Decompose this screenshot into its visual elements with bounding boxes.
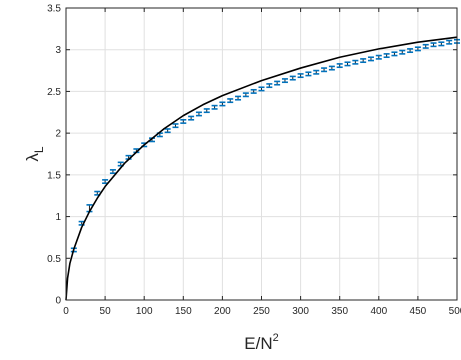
data-point xyxy=(258,86,265,92)
x-tick-label: 0 xyxy=(63,306,69,317)
data-point xyxy=(109,169,116,174)
fit-curve-series xyxy=(65,36,458,301)
y-tick-label: 3 xyxy=(55,45,61,56)
data-point xyxy=(305,71,312,77)
data-point xyxy=(203,108,210,114)
y-axis-label: λL xyxy=(23,146,46,162)
data-point xyxy=(313,69,320,75)
grid xyxy=(65,7,458,301)
data-point xyxy=(297,73,304,79)
data-point xyxy=(391,51,398,57)
data-point xyxy=(195,111,202,117)
y-axis-label-text: λ xyxy=(23,153,42,162)
x-tick-label: 350 xyxy=(331,306,348,317)
errorbar-series xyxy=(70,38,460,253)
data-point xyxy=(164,128,171,134)
data-point xyxy=(407,48,414,54)
x-tick-label: 100 xyxy=(136,306,153,317)
data-point xyxy=(250,88,257,94)
y-tick-label: 1 xyxy=(55,212,61,223)
x-tick-label: 200 xyxy=(214,306,231,317)
data-point xyxy=(352,59,359,65)
data-point xyxy=(172,123,179,129)
data-point xyxy=(383,53,390,59)
y-axis-label-subscript: L xyxy=(32,146,46,153)
data-point xyxy=(375,54,382,60)
data-point xyxy=(344,61,351,67)
data-point xyxy=(227,98,234,104)
x-tick-label: 450 xyxy=(410,306,427,317)
x-axis-label-superscript: 2 xyxy=(273,332,279,344)
data-point xyxy=(289,75,296,81)
data-point xyxy=(399,49,406,55)
x-tick-label: 400 xyxy=(370,306,387,317)
data-point xyxy=(438,41,445,47)
data-point xyxy=(367,56,374,62)
data-point xyxy=(188,115,195,121)
data-point xyxy=(180,118,187,124)
y-tick-label: 0.5 xyxy=(47,254,61,265)
x-tick-label: 50 xyxy=(100,306,112,317)
data-point xyxy=(360,58,367,64)
axis-ticks xyxy=(65,7,458,301)
fit-curve-line xyxy=(65,36,458,301)
y-tick-label: 2 xyxy=(55,129,61,140)
data-point xyxy=(422,43,429,49)
y-tick-label: 1.5 xyxy=(47,170,61,181)
y-axis-tick-labels: 0 0.5 1 1.5 2 2.5 3 3.5 xyxy=(47,4,61,307)
x-tick-label: 250 xyxy=(253,306,270,317)
x-axis-tick-labels: 0 50 100 150 200 250 300 350 400 450 500 xyxy=(63,306,461,317)
data-point xyxy=(281,78,288,84)
data-point xyxy=(430,42,437,48)
data-point xyxy=(336,63,343,69)
data-point xyxy=(235,95,242,101)
data-point xyxy=(211,104,218,110)
data-point xyxy=(266,83,273,89)
data-point xyxy=(414,46,421,52)
data-point xyxy=(242,92,249,98)
data-point xyxy=(219,101,226,107)
y-tick-label: 2.5 xyxy=(47,87,61,98)
x-tick-label: 300 xyxy=(292,306,309,317)
x-axis-label: E/N2 xyxy=(244,332,278,353)
data-point xyxy=(321,67,328,73)
x-axis-label-text: E/N xyxy=(244,334,272,353)
data-point xyxy=(102,179,109,184)
data-point xyxy=(328,65,335,71)
y-tick-label: 3.5 xyxy=(47,4,61,15)
y-tick-label: 0 xyxy=(55,296,61,307)
x-tick-label: 500 xyxy=(449,306,461,317)
x-tick-label: 150 xyxy=(175,306,192,317)
data-point xyxy=(274,80,281,86)
data-point xyxy=(446,39,453,45)
